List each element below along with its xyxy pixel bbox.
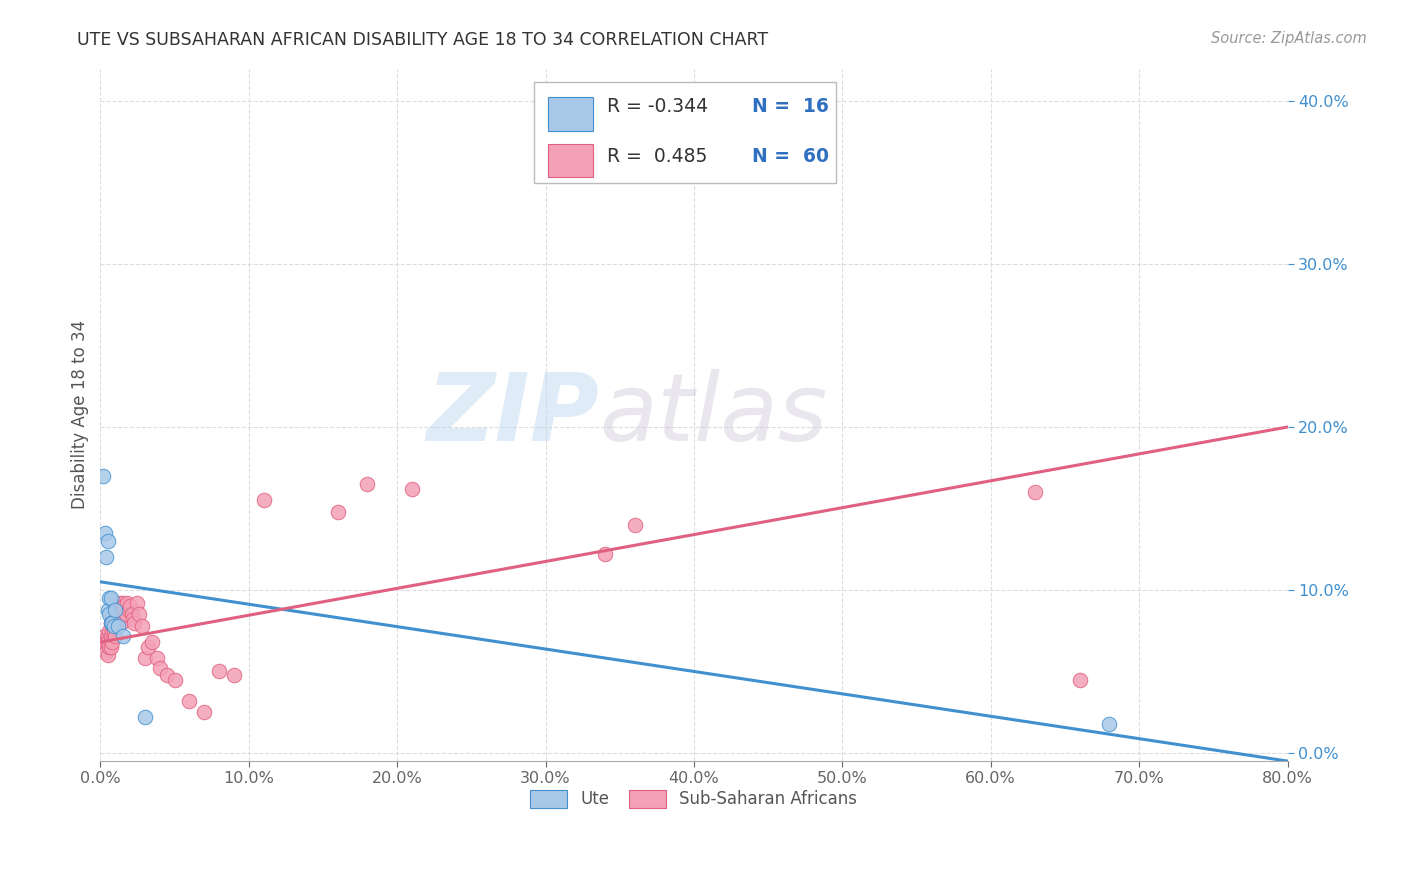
Legend: Ute, Sub-Saharan Africans: Ute, Sub-Saharan Africans — [524, 783, 865, 815]
Point — [117, 602, 139, 616]
Point — [112, 599, 135, 614]
Point — [111, 607, 134, 622]
Point — [593, 547, 616, 561]
Point — [149, 661, 172, 675]
Point — [100, 615, 122, 630]
Point — [131, 619, 153, 633]
Point — [115, 596, 138, 610]
Point — [122, 612, 145, 626]
Text: ZIP: ZIP — [426, 368, 599, 461]
Point — [623, 517, 645, 532]
Point — [110, 615, 132, 630]
Point — [145, 651, 167, 665]
Point — [100, 640, 122, 654]
Point — [94, 525, 117, 540]
Point — [98, 607, 121, 622]
Text: R = -0.344: R = -0.344 — [607, 97, 709, 116]
Point — [103, 607, 125, 622]
Point — [107, 612, 129, 626]
Point — [107, 619, 129, 633]
Point — [101, 615, 124, 630]
Point — [356, 477, 378, 491]
Point — [121, 607, 143, 622]
Point — [104, 599, 127, 614]
Text: R =  0.485: R = 0.485 — [607, 147, 707, 166]
Point — [91, 635, 114, 649]
Point — [179, 694, 201, 708]
Y-axis label: Disability Age 18 to 34: Disability Age 18 to 34 — [72, 320, 89, 509]
Text: Source: ZipAtlas.com: Source: ZipAtlas.com — [1211, 31, 1367, 46]
Point — [141, 635, 163, 649]
Point — [108, 596, 131, 610]
Point — [118, 599, 141, 614]
Point — [100, 615, 122, 630]
Point — [98, 624, 121, 638]
Point — [193, 705, 215, 719]
Point — [97, 629, 120, 643]
FancyBboxPatch shape — [534, 82, 837, 183]
Point — [97, 635, 120, 649]
Point — [105, 607, 128, 622]
Point — [94, 629, 117, 643]
Point — [156, 667, 179, 681]
Point — [97, 534, 120, 549]
Point — [252, 493, 274, 508]
Point — [98, 640, 121, 654]
Point — [1069, 673, 1091, 687]
Point — [108, 607, 131, 622]
Point — [96, 550, 118, 565]
Point — [222, 667, 245, 681]
Point — [128, 607, 150, 622]
Bar — [548, 144, 593, 177]
Point — [401, 482, 423, 496]
Point — [104, 612, 127, 626]
Point — [105, 619, 128, 633]
Text: N =  16: N = 16 — [752, 97, 828, 116]
Point — [104, 629, 127, 643]
Point — [1024, 485, 1046, 500]
Point — [127, 596, 149, 610]
Point — [103, 624, 125, 638]
Text: UTE VS SUBSAHARAN AFRICAN DISABILITY AGE 18 TO 34 CORRELATION CHART: UTE VS SUBSAHARAN AFRICAN DISABILITY AGE… — [77, 31, 769, 49]
Point — [136, 640, 159, 654]
Point — [103, 619, 125, 633]
Point — [96, 635, 118, 649]
Bar — [548, 97, 593, 130]
Point — [104, 602, 127, 616]
Point — [111, 629, 134, 643]
Point — [163, 673, 186, 687]
Point — [91, 469, 114, 483]
Point — [326, 505, 349, 519]
Point — [124, 615, 146, 630]
Point — [97, 602, 120, 616]
Point — [134, 710, 156, 724]
Point — [107, 599, 129, 614]
Point — [96, 645, 118, 659]
Point — [97, 648, 120, 662]
Point — [100, 629, 122, 643]
Point — [1098, 716, 1121, 731]
Text: atlas: atlas — [599, 369, 827, 460]
Point — [101, 624, 124, 638]
Point — [110, 602, 132, 616]
Point — [114, 607, 136, 622]
Point — [208, 665, 231, 679]
Point — [98, 591, 121, 606]
Text: N =  60: N = 60 — [752, 147, 828, 166]
Point — [111, 596, 134, 610]
Point — [101, 635, 124, 649]
Point — [100, 591, 122, 606]
Point — [101, 612, 124, 626]
Point — [134, 651, 156, 665]
